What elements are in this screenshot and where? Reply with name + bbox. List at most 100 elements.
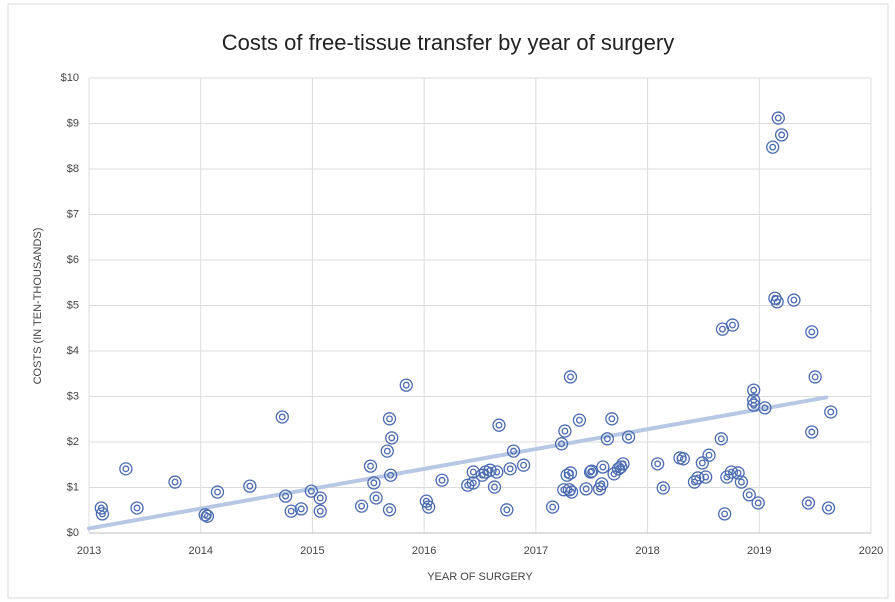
- x-tick-label: 2018: [635, 545, 659, 557]
- point-ring: [487, 480, 502, 494]
- point-core: [98, 510, 106, 518]
- point-ring: [560, 468, 574, 482]
- point-ring: [492, 418, 506, 432]
- data-point: [676, 452, 690, 466]
- point-ring: [313, 504, 327, 518]
- point-ring: [824, 405, 838, 419]
- point-ring: [367, 476, 381, 490]
- y-tick-label: $3: [67, 390, 79, 402]
- point-ring: [294, 502, 308, 516]
- point-ring: [605, 412, 619, 426]
- point-ring: [691, 471, 705, 485]
- point-core: [754, 499, 762, 507]
- point-ring: [650, 457, 665, 471]
- data-point: [210, 485, 225, 499]
- point-ring: [563, 370, 578, 384]
- point-core: [493, 468, 501, 476]
- point-core: [575, 416, 583, 424]
- data-point: [563, 370, 578, 384]
- data-point: [243, 479, 257, 493]
- data-point: [130, 501, 144, 515]
- data-point: [545, 500, 560, 514]
- y-tick-label: $0: [67, 527, 79, 539]
- data-point: [367, 476, 381, 490]
- point-ring: [354, 499, 369, 513]
- point-core: [721, 510, 729, 518]
- data-point: [596, 460, 610, 474]
- point-core: [588, 467, 596, 475]
- point-core: [558, 440, 566, 448]
- point-ring: [284, 504, 298, 518]
- point-ring: [490, 465, 504, 479]
- point-ring: [808, 370, 822, 384]
- point-core: [278, 413, 286, 421]
- data-point: [718, 507, 732, 521]
- point-core: [203, 512, 211, 520]
- point-core: [599, 463, 607, 471]
- point-ring: [516, 458, 531, 472]
- point-core: [587, 468, 595, 476]
- point-core: [506, 465, 514, 473]
- data-point: [742, 488, 756, 502]
- data-point: [747, 383, 761, 397]
- data-point: [380, 444, 394, 458]
- point-core: [510, 447, 517, 455]
- point-ring: [483, 463, 497, 477]
- data-point: [766, 140, 780, 154]
- y-tick-label: $7: [67, 208, 79, 220]
- data-point: [616, 457, 630, 471]
- data-point: [516, 458, 531, 472]
- point-core: [316, 507, 324, 515]
- point-core: [386, 506, 393, 514]
- point-ring: [600, 432, 615, 446]
- point-ring: [278, 489, 293, 503]
- point-core: [133, 504, 141, 512]
- data-point: [313, 504, 327, 518]
- data-point: [702, 448, 716, 462]
- point-core: [691, 478, 698, 486]
- point-core: [567, 469, 574, 477]
- point-core: [727, 468, 735, 476]
- point-core: [804, 499, 812, 507]
- point-core: [790, 296, 798, 304]
- point-core: [387, 471, 395, 479]
- point-core: [402, 381, 410, 389]
- point-core: [503, 506, 511, 514]
- data-point: [699, 470, 713, 484]
- data-point: [492, 418, 506, 432]
- data-point: [605, 412, 619, 426]
- point-ring: [382, 503, 397, 517]
- data-point: [500, 503, 514, 517]
- y-axis-title: COSTS (IN TEN-THOUSANDS): [32, 228, 44, 385]
- point-ring: [695, 456, 709, 470]
- point-ring: [210, 485, 225, 499]
- point-ring: [506, 444, 521, 458]
- data-point: [503, 462, 517, 476]
- data-point: [801, 496, 816, 510]
- y-tick-label: $8: [67, 163, 79, 175]
- data-point: [650, 457, 665, 471]
- point-core: [694, 474, 702, 482]
- point-core: [598, 480, 606, 488]
- data-point: [354, 499, 369, 513]
- chart-title: Costs of free-tissue transfer by year of…: [222, 30, 674, 55]
- point-ring: [579, 482, 593, 496]
- point-core: [723, 473, 731, 481]
- x-tick-label: 2016: [412, 545, 436, 557]
- point-ring: [572, 413, 587, 427]
- point-core: [491, 483, 498, 491]
- point-core: [702, 473, 710, 481]
- trendline: [87, 395, 829, 531]
- point-core: [307, 487, 315, 495]
- data-point: [731, 466, 745, 480]
- data-point: [313, 491, 327, 505]
- data-point: [808, 370, 822, 384]
- point-ring: [380, 444, 394, 458]
- point-core: [603, 435, 611, 443]
- data-point: [563, 466, 578, 480]
- y-tick-label: $1: [67, 481, 79, 493]
- point-core: [549, 503, 557, 511]
- point-core: [778, 131, 786, 139]
